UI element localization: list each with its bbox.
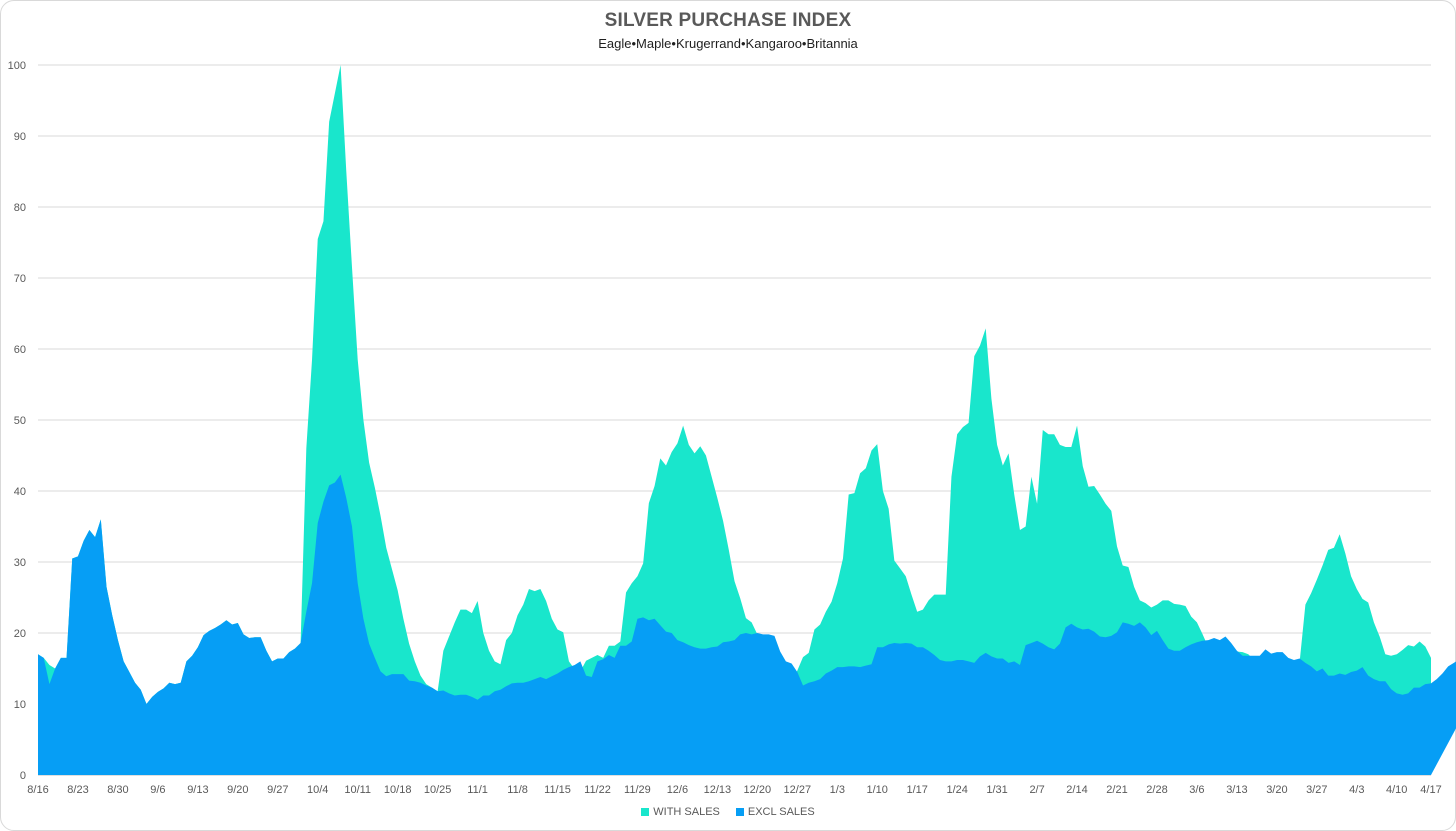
x-tick-label: 3/27: [1306, 784, 1327, 796]
y-tick-label: 50: [14, 415, 26, 427]
x-tick-label: 1/17: [906, 784, 927, 796]
x-tick-label: 9/13: [187, 784, 208, 796]
x-tick-label: 10/11: [344, 784, 371, 796]
x-tick-label: 11/1: [467, 784, 488, 796]
area-series-with-sales: [38, 65, 1431, 775]
x-tick-label: 1/31: [986, 784, 1007, 796]
y-tick-label: 100: [8, 60, 26, 72]
legend-label-with-sales: WITH SALES: [653, 806, 720, 818]
chart-title: SILVER PURCHASE INDEX: [604, 10, 852, 31]
y-axis: 0 10 20 30 40 50 60 70 80 90 100: [8, 60, 26, 782]
x-tick-label: 12/20: [744, 784, 772, 796]
x-tick-label: 1/24: [946, 784, 967, 796]
x-tick-label: 2/14: [1066, 784, 1087, 796]
x-tick-label: 3/6: [1189, 784, 1204, 796]
x-tick-label: 2/7: [1029, 784, 1044, 796]
x-tick-label: 10/18: [384, 784, 412, 796]
x-tick-label: 9/6: [150, 784, 165, 796]
y-tick-label: 60: [14, 344, 26, 356]
y-tick-label: 20: [14, 628, 26, 640]
y-tick-label: 40: [14, 486, 26, 498]
x-tick-label: 2/21: [1106, 784, 1127, 796]
y-tick-label: 10: [14, 699, 26, 711]
legend-item-with-sales: WITH SALES: [641, 806, 720, 818]
area-series-excl-sales: [38, 474, 1456, 775]
x-tick-label: 3/13: [1226, 784, 1247, 796]
y-tick-label: 0: [20, 770, 26, 782]
x-tick-label: 3/20: [1266, 784, 1287, 796]
x-tick-label: 8/16: [27, 784, 48, 796]
y-tick-label: 70: [14, 273, 26, 285]
x-tick-label: 9/20: [227, 784, 248, 796]
x-tick-label: 11/8: [507, 784, 528, 796]
x-tick-label: 12/6: [667, 784, 688, 796]
x-tick-label: 4/10: [1386, 784, 1407, 796]
x-tick-label: 8/30: [107, 784, 128, 796]
x-tick-label: 2/28: [1146, 784, 1167, 796]
y-tick-label: 90: [14, 131, 26, 143]
x-tick-label: 10/25: [424, 784, 452, 796]
chart-subtitle: Eagle•Maple•Krugerrand•Kangaroo•Britanni…: [598, 36, 858, 51]
legend: WITH SALES EXCL SALES: [0, 806, 1456, 818]
x-tick-label: 12/27: [784, 784, 812, 796]
y-tick-label: 80: [14, 202, 26, 214]
legend-item-excl-sales: EXCL SALES: [735, 806, 815, 818]
series-areas: [38, 65, 1456, 775]
x-tick-label: 4/17: [1420, 784, 1441, 796]
x-axis: 8/16 8/23 8/30 9/6 9/13 9/20 9/27 10/4 10/11 10/1…: [27, 784, 1441, 796]
x-tick-label: 11/15: [544, 784, 571, 796]
x-tick-label: 1/3: [830, 784, 845, 796]
x-tick-label: 11/22: [584, 784, 611, 796]
x-tick-label: 10/4: [307, 784, 328, 796]
x-tick-label: 1/10: [866, 784, 887, 796]
y-tick-label: 30: [14, 557, 26, 569]
legend-swatch-excl-sales: [735, 808, 744, 816]
x-tick-label: 11/29: [624, 784, 651, 796]
x-tick-label: 8/23: [67, 784, 88, 796]
x-tick-label: 12/13: [704, 784, 732, 796]
x-tick-label: 9/27: [267, 784, 288, 796]
legend-label-excl-sales: EXCL SALES: [747, 806, 815, 818]
x-tick-label: 4/3: [1349, 784, 1364, 796]
legend-swatch-with-sales: [641, 808, 650, 816]
